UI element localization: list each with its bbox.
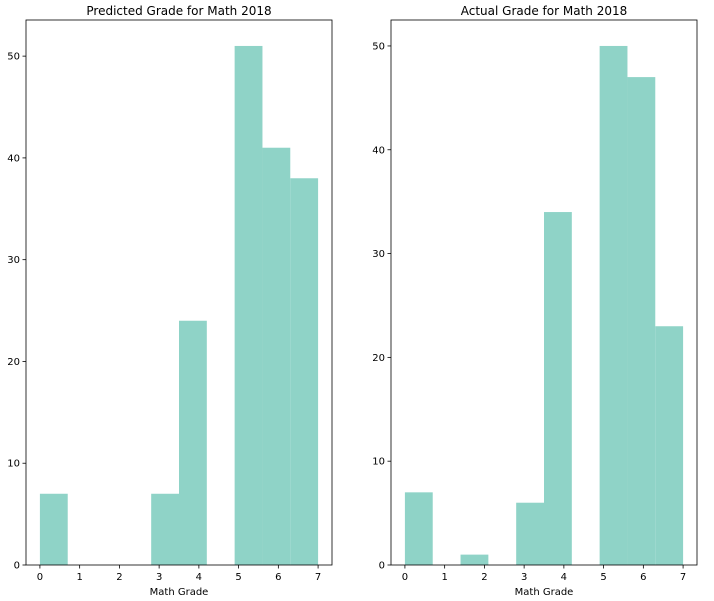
- x-tick-label: 6: [640, 572, 646, 583]
- chart-actual-grade: Actual Grade for Math 2018 Math Grade 0 1…: [372, 4, 698, 598]
- x-tick-label: 1: [76, 572, 82, 583]
- y-tick-label: 10: [372, 457, 385, 468]
- histogram-bar: [262, 147, 291, 565]
- y-tick-label: 50: [372, 41, 385, 52]
- y-tick-label: 40: [7, 153, 20, 164]
- x-tick-label: 0: [402, 572, 408, 583]
- histogram-bar: [39, 493, 68, 565]
- y-tick-label: 30: [372, 249, 385, 260]
- chart-title: Predicted Grade for Math 2018: [86, 4, 271, 18]
- y-tick-label: 0: [14, 561, 20, 572]
- y-tick-label: 50: [7, 52, 20, 63]
- histogram-bar: [599, 45, 628, 565]
- x-tick-label: 1: [441, 572, 447, 583]
- plot-frame: [25, 19, 333, 566]
- x-tick-label: 2: [116, 572, 122, 583]
- x-tick-label: 3: [156, 572, 162, 583]
- y-tick-label: 30: [7, 255, 20, 266]
- histogram-bar: [179, 320, 207, 565]
- y-tick-label: 0: [379, 561, 385, 572]
- histogram-bar: [627, 77, 656, 565]
- x-tick-label: 2: [481, 572, 487, 583]
- histogram-bar: [516, 502, 544, 565]
- x-tick-label: 4: [196, 572, 202, 583]
- chart-predicted-grade: Predicted Grade for Math 2018 Math Grade…: [7, 4, 333, 598]
- y-tick-label: 20: [7, 357, 20, 368]
- x-tick-label: 6: [275, 572, 281, 583]
- histogram-bar: [151, 493, 179, 565]
- histogram-bar: [655, 326, 684, 565]
- y-tick-label: 40: [372, 145, 385, 156]
- y-tick-label: 10: [7, 459, 20, 470]
- x-axis-label: Math Grade: [515, 587, 574, 598]
- x-axis-label: Math Grade: [150, 587, 209, 598]
- plot-frame: [390, 19, 698, 566]
- x-tick-label: 0: [37, 572, 43, 583]
- chart-title: Actual Grade for Math 2018: [461, 4, 628, 18]
- histogram-bar: [290, 178, 319, 565]
- histogram-bar: [544, 212, 572, 566]
- x-tick-label: 7: [315, 572, 321, 583]
- x-tick-label: 7: [680, 572, 686, 583]
- x-tick-label: 5: [600, 572, 606, 583]
- x-tick-label: 4: [561, 572, 567, 583]
- histogram-bar: [234, 45, 263, 565]
- histogram-bar: [404, 492, 433, 565]
- histogram-bar: [460, 554, 489, 565]
- x-tick-label: 3: [521, 572, 527, 583]
- y-tick-label: 20: [372, 353, 385, 364]
- x-tick-label: 5: [235, 572, 241, 583]
